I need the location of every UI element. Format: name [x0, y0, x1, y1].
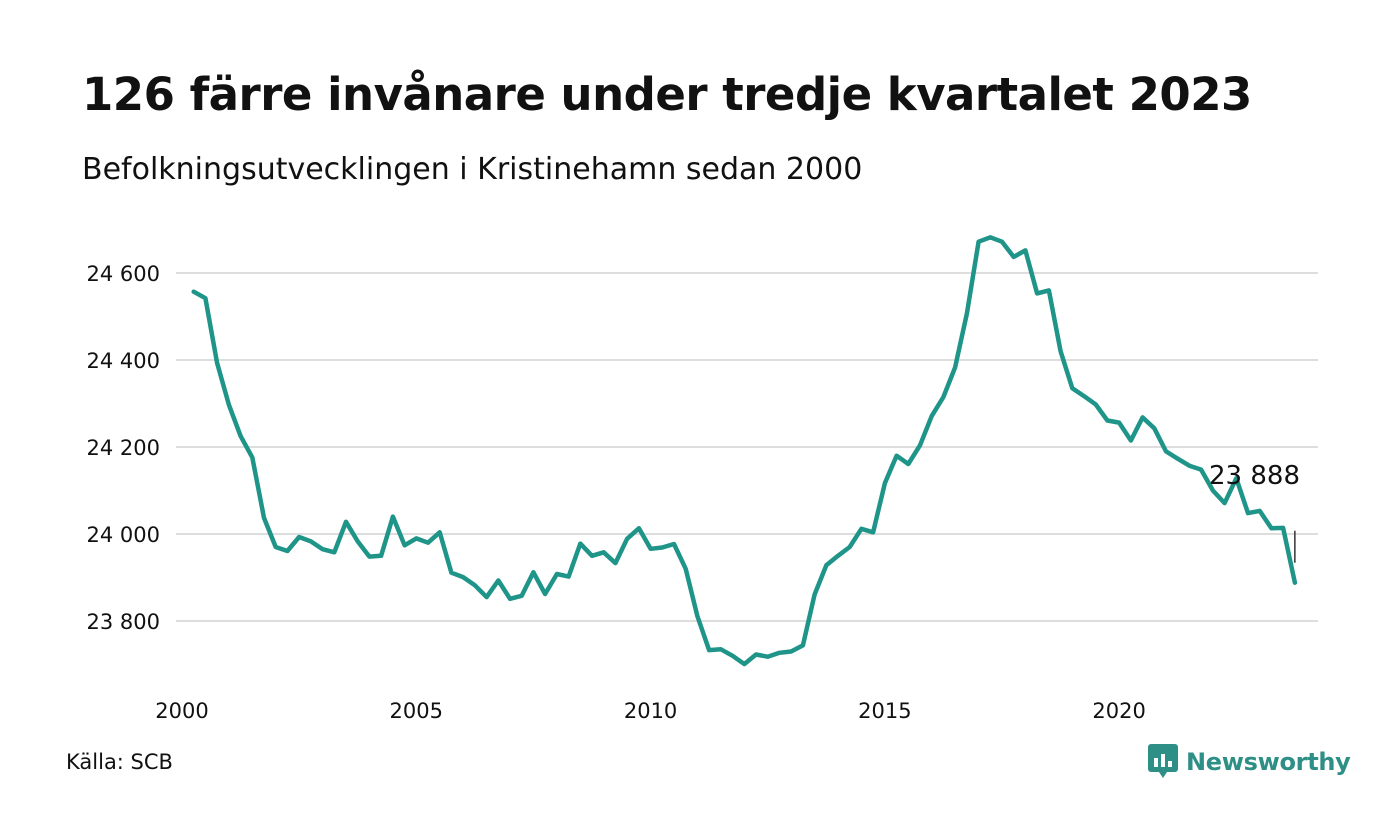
annotation-label: 23 888	[1209, 461, 1300, 491]
y-tick-label: 24 000	[87, 523, 160, 547]
grid-lines	[176, 272, 1318, 622]
brand-name: Newsworthy	[1186, 748, 1351, 776]
x-tick-label: 2010	[624, 699, 677, 723]
chart-subtitle: Befolkningsutvecklingen i Kristinehamn s…	[82, 152, 863, 187]
series-line	[191, 235, 1298, 667]
series-layer	[191, 235, 1298, 667]
y-tick-label: 24 200	[87, 436, 160, 460]
y-tick-label: 24 400	[87, 349, 160, 373]
x-tick-label: 2005	[390, 699, 443, 723]
x-tick-label: 2020	[1092, 699, 1145, 723]
newsworthy-logo-icon	[1148, 744, 1178, 778]
source-credit: Källa: SCB	[66, 750, 173, 774]
chart-title: 126 färre invånare under tredje kvartale…	[82, 68, 1252, 121]
y-tick-label: 23 800	[87, 610, 160, 634]
brand-logo: Newsworthy	[1148, 742, 1351, 782]
annotation-layer: 23 888	[1209, 461, 1300, 563]
x-tick-label: 2000	[155, 699, 208, 723]
x-axis-ticks: 2000 2005 2010 2015 2020	[155, 699, 1146, 723]
x-tick-label: 2015	[858, 699, 911, 723]
y-axis-ticks: 23 800 24 000 24 200 24 400 24 600	[87, 262, 160, 634]
y-tick-label: 24 600	[87, 262, 160, 286]
